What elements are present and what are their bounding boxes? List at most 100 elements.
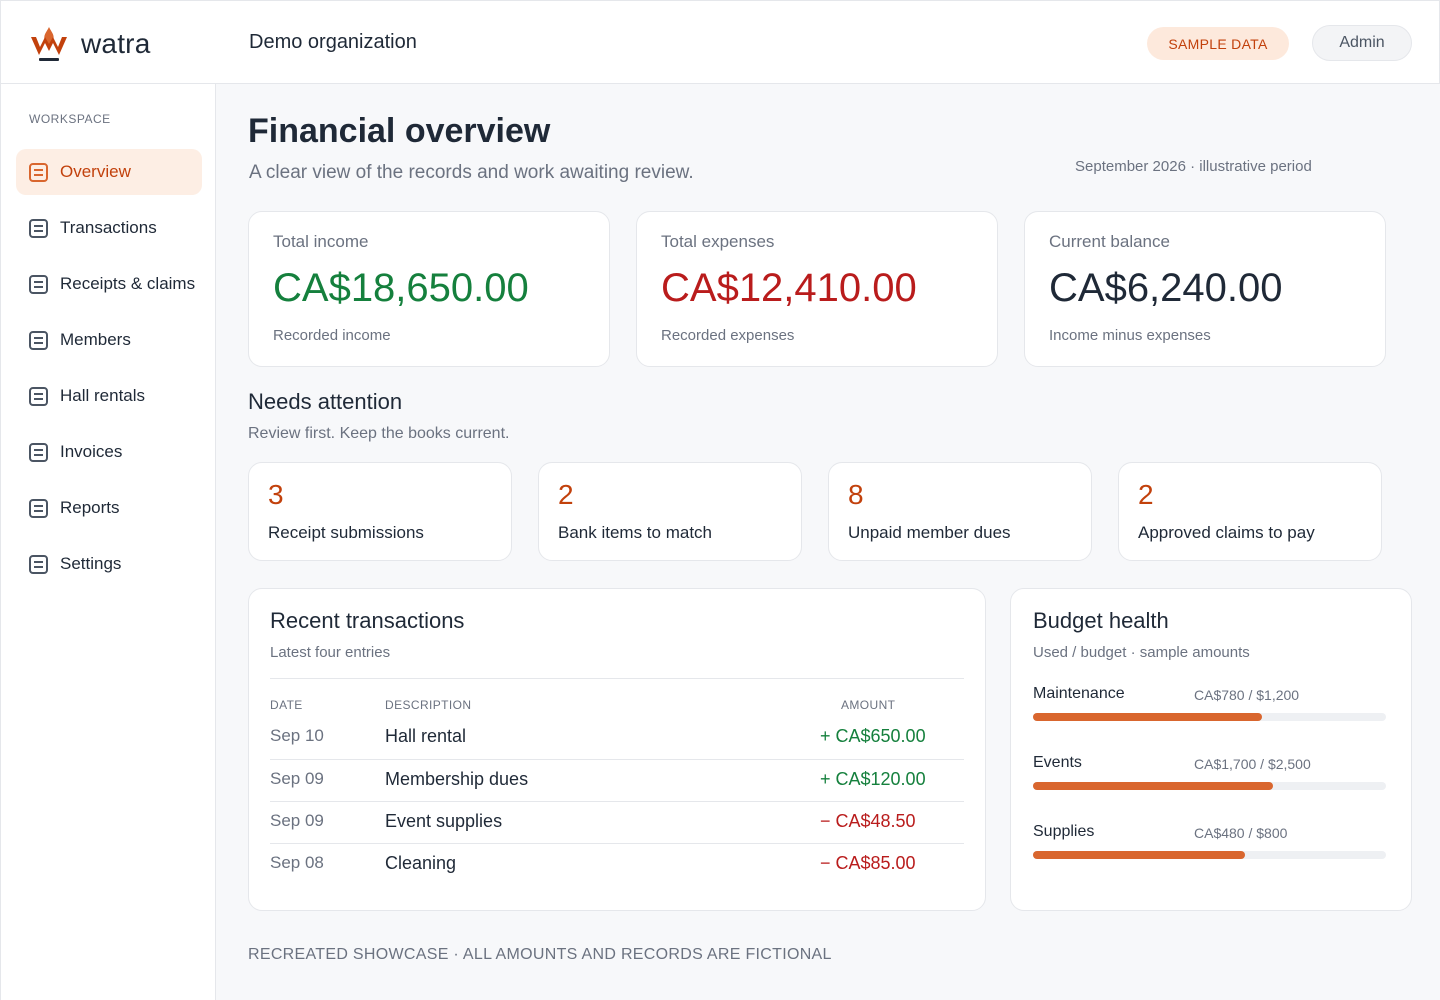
budget-health-subtitle: Used / budget · sample amounts [1033,644,1250,661]
budget-amounts: CA$780 / $1,200 [1194,687,1300,703]
column-header-date: DATE [270,698,303,712]
kpi-value: CA$18,650.00 [273,266,529,310]
attention-card-claims[interactable]: 2 Approved claims to pay [1118,462,1382,561]
transaction-date: Sep 09 [270,769,324,788]
attention-card-bank-items[interactable]: 2 Bank items to match [538,462,802,561]
budget-progress-fill [1033,713,1263,721]
transaction-description: Event supplies [385,811,503,831]
page-subtitle: A clear view of the records and work awa… [249,162,694,183]
table-row[interactable]: Sep 10 Hall rental + CA$650.00 [270,717,964,759]
attention-count: 8 [848,479,864,510]
document-icon [29,498,48,518]
attention-count: 2 [1138,479,1154,510]
admin-button[interactable]: Admin [1312,25,1412,61]
budget-progress-bar [1033,782,1386,790]
watra-logo-icon [31,27,67,61]
budget-health-card [1010,588,1412,911]
budget-progress-bar [1033,851,1386,859]
budget-progress-fill [1033,851,1245,859]
sidebar-item-label: Hall rentals [60,386,146,405]
attention-label: Bank items to match [558,523,713,542]
budget-name: Supplies [1033,823,1095,840]
sidebar-item-label: Overview [60,162,131,181]
sidebar-item-label: Members [60,330,131,349]
kpi-label: Total expenses [661,232,775,251]
kpi-label: Current balance [1049,232,1170,251]
attention-label: Receipt submissions [268,523,424,542]
transaction-date: Sep 08 [270,853,324,872]
page-title: Financial overview [248,112,551,150]
kpi-card-current-balance: Current balance CA$6,240.00 Income minus… [1024,211,1386,367]
transaction-description: Cleaning [385,853,457,873]
kpi-caption: Recorded expenses [661,327,795,344]
sidebar-item-settings[interactable]: Settings [16,541,202,587]
table-row[interactable]: Sep 09 Event supplies − CA$48.50 [270,801,964,843]
sidebar-item-members[interactable]: Members [16,317,202,363]
budget-health-title: Budget health [1033,608,1169,633]
transaction-date: Sep 10 [270,726,324,745]
workspace-label: WORKSPACE [29,112,111,126]
attention-card-member-dues[interactable]: 8 Unpaid member dues [828,462,1092,561]
transaction-date: Sep 09 [270,811,324,830]
kpi-caption: Recorded income [273,327,391,344]
transaction-description: Hall rental [385,726,467,746]
budget-amounts: CA$1,700 / $2,500 [1194,756,1311,772]
attention-count: 2 [558,479,574,510]
budget-amounts: CA$480 / $800 [1194,825,1288,841]
transaction-amount: − CA$85.00 [820,853,916,873]
document-icon [29,386,48,406]
sidebar-item-invoices[interactable]: Invoices [16,429,202,475]
needs-attention-subtitle: Review first. Keep the books current. [248,425,510,442]
budget-name: Maintenance [1033,685,1125,702]
recent-transactions-subtitle: Latest four entries [270,644,391,661]
table-row[interactable]: Sep 09 Membership dues + CA$120.00 [270,759,964,801]
top-bar: watra Demo organization SAMPLE DATA Admi… [0,0,1440,84]
transaction-amount: + CA$650.00 [820,726,926,746]
budget-progress-fill [1033,782,1274,790]
transaction-description: Membership dues [385,769,529,789]
kpi-card-total-income: Total income CA$18,650.00 Recorded incom… [248,211,610,367]
sidebar-item-receipts-claims[interactable]: Receipts & claims [16,261,202,307]
sample-data-badge: SAMPLE DATA [1147,27,1289,60]
footer-note: RECREATED SHOWCASE · ALL AMOUNTS AND REC… [248,946,832,963]
brand-name: watra [81,28,151,59]
kpi-caption: Income minus expenses [1049,327,1211,344]
column-header-amount: AMOUNT [841,698,896,712]
table-row[interactable]: Sep 08 Cleaning − CA$85.00 [270,843,964,885]
document-icon [29,218,48,238]
document-icon [29,162,48,182]
transactions-divider [270,678,964,679]
attention-label: Unpaid member dues [848,523,1011,542]
kpi-label: Total income [273,232,369,251]
transaction-amount: − CA$48.50 [820,811,916,831]
document-icon [29,274,48,294]
needs-attention-title: Needs attention [248,389,403,414]
sidebar-item-hall-rentals[interactable]: Hall rentals [16,373,202,419]
brand-logo[interactable]: watra [29,25,150,63]
attention-card-receipts[interactable]: 3 Receipt submissions [248,462,512,561]
recent-transactions-card [248,588,986,911]
document-icon [29,330,48,350]
budget-name: Events [1033,754,1082,771]
period-label: September 2026 · illustrative period [1075,158,1312,175]
sidebar: WORKSPACE Overview Transactions Receipts… [0,84,216,1000]
column-header-description: DESCRIPTION [385,698,472,712]
transaction-amount: + CA$120.00 [820,769,926,789]
sidebar-item-label: Receipts & claims [60,274,196,293]
document-icon [29,554,48,574]
organization-name[interactable]: Demo organization [249,31,417,53]
sidebar-item-label: Reports [60,498,120,517]
sidebar-item-label: Transactions [60,218,157,237]
recent-transactions-title: Recent transactions [270,608,465,633]
document-icon [29,442,48,462]
sidebar-item-label: Invoices [60,442,123,461]
kpi-value: CA$6,240.00 [1049,266,1283,310]
kpi-card-total-expenses: Total expenses CA$12,410.00 Recorded exp… [636,211,998,367]
attention-count: 3 [268,479,284,510]
kpi-value: CA$12,410.00 [661,266,917,310]
sidebar-item-label: Settings [60,554,122,573]
sidebar-item-transactions[interactable]: Transactions [16,205,202,251]
budget-progress-bar [1033,713,1386,721]
sidebar-item-overview[interactable]: Overview [16,149,202,195]
sidebar-item-reports[interactable]: Reports [16,485,202,531]
